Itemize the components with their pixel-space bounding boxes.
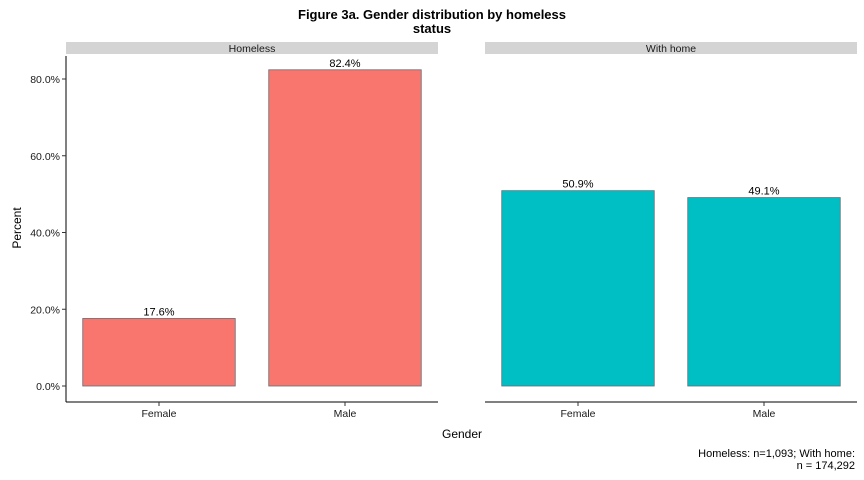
y-tick-label: 0.0% — [36, 381, 60, 393]
sample-size-caption: Homeless: n=1,093; With home: n = 174,29… — [698, 448, 855, 472]
data-label: 17.6% — [143, 306, 174, 318]
y-tick-label: 40.0% — [30, 228, 60, 240]
x-tick-label: Male — [753, 408, 776, 420]
x-axis-label: Gender — [441, 427, 483, 441]
bar — [268, 69, 422, 387]
bar — [501, 190, 655, 387]
caption-line-2: n = 174,292 — [796, 460, 855, 472]
facet-strip-1 — [485, 42, 857, 54]
facet-strip-0 — [66, 42, 438, 54]
y-tick-label: 20.0% — [30, 304, 60, 316]
bar — [82, 318, 236, 387]
y-tick-label: 60.0% — [30, 151, 60, 163]
data-label: 49.1% — [748, 186, 779, 198]
x-tick-label: Female — [560, 408, 595, 420]
x-tick-label: Male — [334, 408, 357, 420]
chart-title: Figure 3a. Gender distribution by homele… — [0, 8, 864, 36]
data-label: 50.9% — [562, 179, 593, 191]
y-axis-label: Percent — [10, 207, 24, 249]
chart-title-line-1: Figure 3a. Gender distribution by homele… — [298, 7, 566, 22]
chart-title-line-2: status — [412, 21, 452, 36]
data-label: 82.4% — [329, 58, 360, 70]
facet-strip-label: Homeless — [229, 43, 276, 55]
caption-line-1: Homeless: n=1,093; With home: — [698, 448, 855, 460]
bar — [687, 197, 841, 387]
y-tick-label: 80.0% — [30, 74, 60, 86]
facet-strip-label: With home — [646, 43, 696, 55]
x-tick-label: Female — [141, 408, 176, 420]
